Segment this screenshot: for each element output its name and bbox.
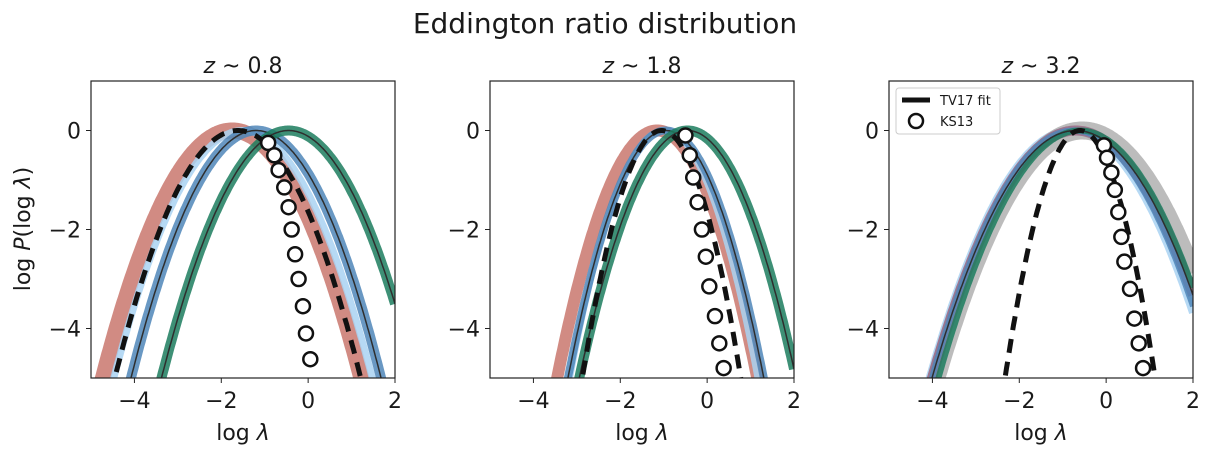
ks13-point-4 bbox=[276, 179, 293, 196]
figure-title: Eddington ratio distribution bbox=[413, 7, 797, 40]
series-line-model-2 bbox=[926, 121, 1193, 378]
panel-title: z ~ 1.8 bbox=[602, 54, 682, 79]
panel-title: z ~ 3.2 bbox=[1001, 54, 1081, 79]
ks13-point-4 bbox=[689, 194, 706, 211]
y-tick-label: 0 bbox=[466, 120, 480, 145]
ks13-point-3 bbox=[684, 169, 702, 186]
x-tick-label: 2 bbox=[1186, 389, 1200, 414]
x-tick-label: 0 bbox=[700, 389, 714, 414]
x-axis-label: log λ bbox=[216, 421, 270, 446]
y-tick-label: −2 bbox=[847, 219, 879, 244]
legend-swatch-ks13 bbox=[907, 112, 925, 130]
y-tick-label: −4 bbox=[49, 318, 81, 343]
ks13-point-9 bbox=[711, 335, 728, 352]
x-tick-label: −2 bbox=[205, 389, 237, 414]
y-tick-label: −4 bbox=[448, 318, 480, 343]
legend-label-tv17-fit: TV17 fit bbox=[939, 94, 991, 109]
x-tick-label: 0 bbox=[301, 389, 315, 414]
ks13-point-2 bbox=[266, 147, 283, 164]
ks13-point-10 bbox=[715, 359, 732, 377]
ks13-point-10 bbox=[297, 325, 315, 342]
ks13-point-8 bbox=[1121, 280, 1139, 298]
ks13-point-11 bbox=[1134, 359, 1152, 377]
ks13-point-5 bbox=[693, 221, 711, 238]
series-line-model-6 bbox=[160, 129, 395, 378]
panels: −4 −2 0 2 −4 −2 0 z ~ 0.8 log λ −4 −2 0 2 −4 −2 0 z ~ 1.… bbox=[49, 54, 1200, 446]
y-tick-label: 0 bbox=[865, 120, 879, 145]
y-tick-label: −4 bbox=[847, 318, 879, 343]
ks13-point-6 bbox=[697, 248, 715, 265]
x-tick-label: 2 bbox=[787, 389, 801, 414]
ks13-point-2 bbox=[681, 147, 699, 164]
ks13-point-8 bbox=[290, 270, 307, 288]
ks13-point-5 bbox=[1110, 203, 1127, 221]
y-tick-label: −2 bbox=[448, 219, 480, 244]
ks13-point-7 bbox=[286, 246, 304, 263]
ks13-point-5 bbox=[280, 198, 297, 216]
series-line-model-6 bbox=[578, 129, 794, 378]
x-tick-label: 0 bbox=[1099, 389, 1113, 414]
plot-area bbox=[925, 121, 1193, 378]
ks13-point-2 bbox=[1098, 149, 1116, 166]
plot-area bbox=[551, 124, 794, 378]
panel-3: −4 −2 0 2 −4 −2 0 z ~ 3.2 log λ bbox=[847, 54, 1200, 446]
x-tick-label: −4 bbox=[118, 389, 150, 414]
ks13-point-3 bbox=[270, 161, 287, 179]
ks13-point-1 bbox=[677, 127, 694, 144]
plot-area bbox=[94, 122, 395, 378]
legend: TV17 fit KS13 bbox=[895, 87, 1001, 135]
panel-1: −4 −2 0 2 −4 −2 0 z ~ 0.8 log λ bbox=[49, 54, 402, 446]
ks13-point-7 bbox=[1116, 253, 1133, 270]
y-tick-label: −2 bbox=[49, 219, 81, 244]
x-tick-label: −4 bbox=[916, 389, 948, 414]
ks13-point-6 bbox=[283, 221, 300, 238]
ks13-point-4 bbox=[1106, 181, 1124, 199]
ks13-point-10 bbox=[1130, 335, 1147, 352]
legend-label-ks13: KS13 bbox=[940, 115, 973, 130]
ks13-point-3 bbox=[1103, 164, 1120, 181]
series-line-model-6 bbox=[931, 129, 1193, 378]
ks13-point-11 bbox=[302, 350, 319, 368]
series-line-tv17-fit bbox=[1002, 128, 1158, 378]
ks13-point-8 bbox=[706, 307, 724, 325]
series-line-model-5 bbox=[935, 127, 1193, 378]
ks13-point-7 bbox=[701, 278, 718, 295]
y-tick-label: 0 bbox=[67, 120, 81, 145]
ks13-point-9 bbox=[294, 297, 312, 315]
ks13-point-6 bbox=[1113, 228, 1130, 246]
y-axis-label: log P(log λ) bbox=[11, 167, 36, 292]
panel-2: −4 −2 0 2 −4 −2 0 z ~ 1.8 log λ bbox=[448, 54, 801, 446]
x-tick-label: 2 bbox=[388, 389, 402, 414]
x-axis-label: log λ bbox=[1014, 421, 1068, 446]
ks13-point-9 bbox=[1126, 310, 1143, 327]
series-line-tv17-fit bbox=[579, 128, 744, 378]
x-axis-label: log λ bbox=[615, 421, 669, 446]
x-tick-label: −2 bbox=[604, 389, 636, 414]
series-line-tv17-fit bbox=[112, 128, 364, 378]
x-tick-label: −4 bbox=[517, 389, 549, 414]
x-tick-label: −2 bbox=[1003, 389, 1035, 414]
panel-title: z ~ 0.8 bbox=[203, 54, 283, 79]
